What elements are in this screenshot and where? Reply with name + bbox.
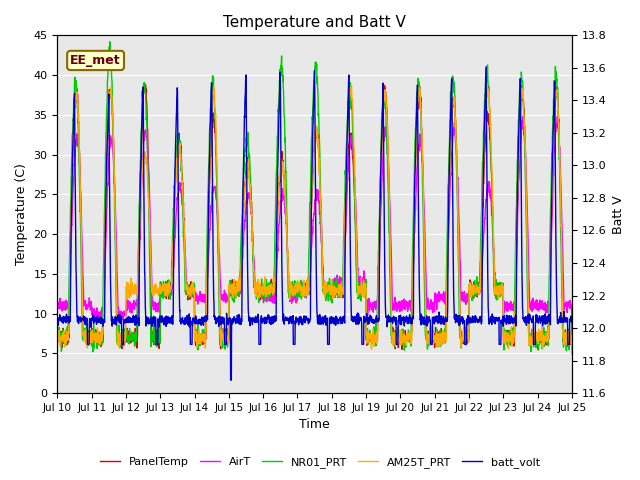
NR01_PRT xyxy=(464,338,472,344)
NR01_PRT xyxy=(340,207,348,213)
batt_volt xyxy=(340,319,348,325)
batt_volt xyxy=(197,318,205,324)
Title: Temperature and Batt V: Temperature and Batt V xyxy=(223,15,406,30)
AirT xyxy=(554,114,561,120)
AirT xyxy=(329,285,337,290)
AM25T_PRT xyxy=(537,330,545,336)
Line: AirT: AirT xyxy=(58,117,572,353)
AirT xyxy=(537,304,545,310)
PanelTemp xyxy=(464,338,472,344)
AM25T_PRT xyxy=(523,207,531,213)
NR01_PRT xyxy=(330,289,337,295)
NR01_PRT xyxy=(523,234,531,240)
AM25T_PRT xyxy=(54,336,61,342)
Text: EE_met: EE_met xyxy=(70,54,121,67)
batt_volt xyxy=(227,377,234,383)
AirT xyxy=(340,265,348,271)
AM25T_PRT xyxy=(348,82,355,88)
NR01_PRT xyxy=(568,350,576,356)
PanelTemp xyxy=(340,247,348,253)
PanelTemp xyxy=(537,335,545,341)
NR01_PRT xyxy=(54,331,61,337)
Legend: PanelTemp, AirT, NR01_PRT, AM25T_PRT, batt_volt: PanelTemp, AirT, NR01_PRT, AM25T_PRT, ba… xyxy=(95,452,545,472)
PanelTemp xyxy=(197,334,205,339)
batt_volt xyxy=(330,319,337,325)
Line: PanelTemp: PanelTemp xyxy=(58,84,572,353)
PanelTemp xyxy=(523,206,531,212)
AM25T_PRT xyxy=(197,336,205,342)
batt_volt xyxy=(464,312,472,318)
X-axis label: Time: Time xyxy=(300,419,330,432)
PanelTemp xyxy=(330,280,337,286)
PanelTemp xyxy=(568,350,576,356)
AM25T_PRT xyxy=(329,295,337,301)
batt_volt xyxy=(568,318,576,324)
AirT xyxy=(54,306,61,312)
AirT xyxy=(197,297,205,302)
NR01_PRT xyxy=(106,39,114,45)
batt_volt xyxy=(537,318,545,324)
NR01_PRT xyxy=(197,334,205,339)
AM25T_PRT xyxy=(340,239,348,244)
PanelTemp xyxy=(141,81,148,86)
AirT xyxy=(522,178,530,184)
AirT xyxy=(464,293,472,299)
Line: NR01_PRT: NR01_PRT xyxy=(58,42,572,353)
Line: AM25T_PRT: AM25T_PRT xyxy=(58,85,572,353)
AirT xyxy=(568,350,576,356)
batt_volt xyxy=(523,314,531,320)
NR01_PRT xyxy=(537,334,545,339)
Line: batt_volt: batt_volt xyxy=(58,67,572,380)
AM25T_PRT xyxy=(568,350,576,356)
batt_volt xyxy=(482,64,490,70)
AM25T_PRT xyxy=(464,335,472,340)
Y-axis label: Temperature (C): Temperature (C) xyxy=(15,163,28,265)
PanelTemp xyxy=(54,327,61,333)
batt_volt xyxy=(54,319,61,325)
Y-axis label: Batt V: Batt V xyxy=(612,195,625,234)
